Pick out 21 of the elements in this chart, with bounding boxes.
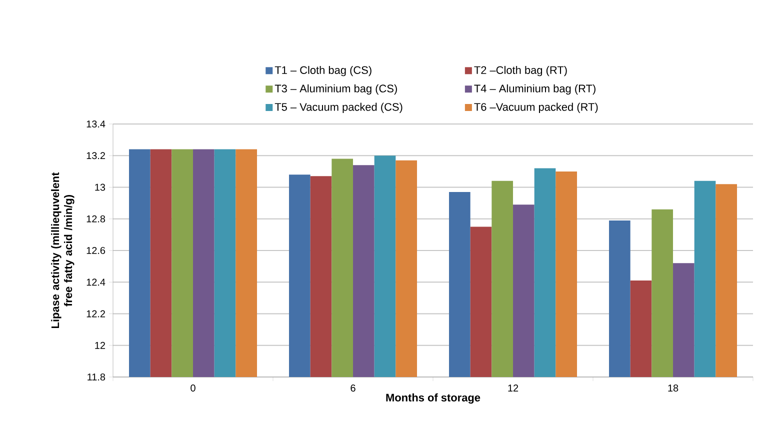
- legend-label: T2 –Cloth bag (RT): [474, 66, 567, 76]
- y-tick-label: 13.2: [86, 152, 105, 160]
- x-tick-label: 6: [350, 384, 356, 392]
- y-tick-label: 12: [95, 342, 105, 349]
- y-tick-label: 12.8: [86, 215, 106, 222]
- legend-label: T3 – Aluminium bag (CS): [274, 84, 397, 95]
- x-tick-label: 12: [508, 384, 518, 392]
- x-tick-label: 18: [668, 384, 678, 392]
- y-tick-label: 12.4: [86, 278, 106, 286]
- x-tick-label: 0: [190, 384, 196, 392]
- y-tick-label: 11.8: [88, 373, 106, 381]
- legend-label: T6 –Vacuum packed (RT): [474, 102, 598, 113]
- y-tick-label: 12.2: [86, 310, 105, 318]
- legend-label: T5 – Vacuum packed (CS): [274, 102, 402, 113]
- y-tick-label: 12.6: [86, 246, 106, 254]
- y-tick-label: 13.4: [86, 120, 106, 128]
- x-axis-title: Months of storage: [386, 393, 480, 404]
- y-axis-title: Lipase activity (milliequvelent free fatty acid /min/g): [51, 172, 74, 328]
- legend-label: T4 – Aluminium bag (RT): [474, 84, 596, 95]
- legend-label: T1 – Cloth bag (CS): [274, 66, 372, 76]
- y-tick-label: 13: [95, 184, 106, 191]
